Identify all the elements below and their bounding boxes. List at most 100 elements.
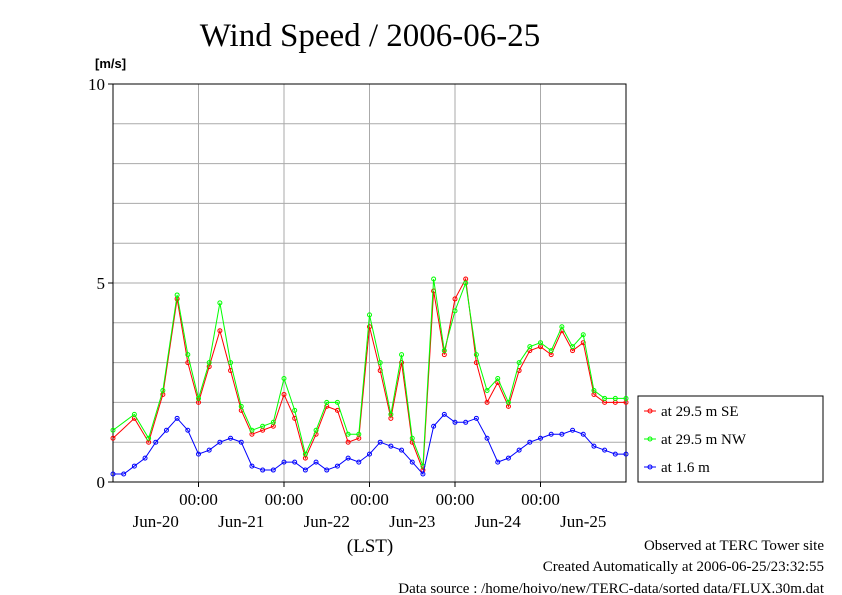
series-point: [473, 415, 479, 421]
series-point: [623, 451, 629, 457]
x-tick-date-label: Jun-24: [475, 512, 522, 531]
series-3: [110, 411, 629, 477]
series-point: [612, 395, 618, 401]
series-point: [580, 332, 586, 338]
series-line: [113, 413, 626, 476]
series-point: [345, 439, 351, 445]
series-point: [228, 435, 234, 441]
series-point: [206, 360, 212, 366]
series-point: [270, 419, 276, 425]
series-point: [356, 459, 362, 465]
series-point: [249, 427, 255, 433]
series-point: [580, 431, 586, 437]
data-source-note: Data source : /home/hoivo/new/TERC-data/…: [398, 581, 825, 595]
series-point: [281, 391, 287, 397]
series-point: [484, 435, 490, 441]
x-axis-label: (LST): [347, 536, 393, 557]
series-point: [270, 467, 276, 473]
series-point: [131, 463, 137, 469]
series-point: [463, 419, 469, 425]
series-point: [217, 300, 223, 306]
y-tick-label: 5: [97, 274, 106, 293]
y-axis: 0 5 10: [88, 75, 113, 492]
grid: [113, 84, 626, 482]
series-point: [302, 467, 308, 473]
series-point: [281, 376, 287, 382]
series-point: [548, 431, 554, 437]
series-point: [174, 292, 180, 298]
series-point: [623, 395, 629, 401]
series-point: [217, 328, 223, 334]
x-tick-date-label: Jun-25: [560, 512, 606, 531]
series-point: [334, 407, 340, 413]
series-point: [570, 427, 576, 433]
series-point: [345, 431, 351, 437]
series-point: [612, 451, 618, 457]
series-point: [367, 312, 372, 318]
series-point: [324, 399, 330, 405]
series-point: [409, 459, 415, 465]
x-axis: 00:00Jun-2000:00Jun-2100:00Jun-2200:00Ju…: [133, 482, 606, 531]
series-point: [452, 419, 458, 425]
series-point: [388, 443, 394, 449]
x-tick-date-label: Jun-23: [389, 512, 435, 531]
series-point: [345, 455, 351, 461]
legend-label: at 29.5 m SE: [661, 404, 739, 420]
series-point: [473, 352, 479, 358]
series-point: [527, 439, 533, 445]
series-point: [516, 447, 522, 453]
series-point: [228, 360, 234, 366]
series-point: [570, 344, 576, 350]
series-point: [377, 439, 383, 445]
series-point: [495, 459, 501, 465]
series-line: [112, 277, 626, 471]
series-point: [452, 296, 458, 302]
legend-box: [637, 395, 824, 483]
series-point: [185, 352, 191, 358]
series-point: [495, 376, 501, 382]
series-point: [559, 324, 565, 330]
series-point: [463, 280, 469, 286]
series-point: [174, 415, 180, 421]
series-point: [538, 435, 543, 441]
series-point: [527, 344, 533, 350]
legend: at 29.5 m SE at 29.5 m NW at 1.6 m: [637, 395, 824, 483]
series-point: [452, 308, 458, 314]
series-point: [505, 455, 511, 461]
series-point: [591, 387, 597, 393]
series-point: [399, 447, 405, 453]
series-point: [602, 447, 608, 453]
legend-swatch-marker: [647, 436, 653, 442]
series-point: [121, 471, 127, 477]
series-point: [146, 435, 152, 441]
series-point: [441, 348, 447, 354]
x-tick-time-label: 00:00: [350, 490, 389, 509]
series-point: [163, 427, 169, 433]
series-point: [484, 387, 490, 393]
series-point: [441, 411, 447, 417]
series-point: [602, 395, 608, 401]
x-tick-time-label: 00:00: [436, 490, 475, 509]
series-point: [324, 467, 330, 473]
y-tick-label: 10: [88, 75, 105, 94]
series-point: [591, 443, 597, 449]
series-point: [110, 435, 116, 441]
x-tick-time-label: 00:00: [179, 490, 218, 509]
series-point: [206, 447, 212, 453]
legend-swatch-marker: [647, 464, 653, 470]
series-point: [420, 471, 426, 477]
series-point: [217, 439, 223, 445]
x-tick-time-label: 00:00: [521, 490, 560, 509]
series-point: [260, 467, 266, 473]
series-point: [388, 411, 394, 417]
series-point: [142, 455, 148, 461]
series-point: [399, 360, 405, 366]
series-point: [484, 399, 490, 405]
series-point: [302, 451, 308, 457]
series-point: [185, 427, 191, 433]
series-point: [110, 427, 116, 433]
series-point: [516, 360, 522, 366]
series-point: [238, 403, 244, 409]
series-point: [281, 459, 287, 465]
